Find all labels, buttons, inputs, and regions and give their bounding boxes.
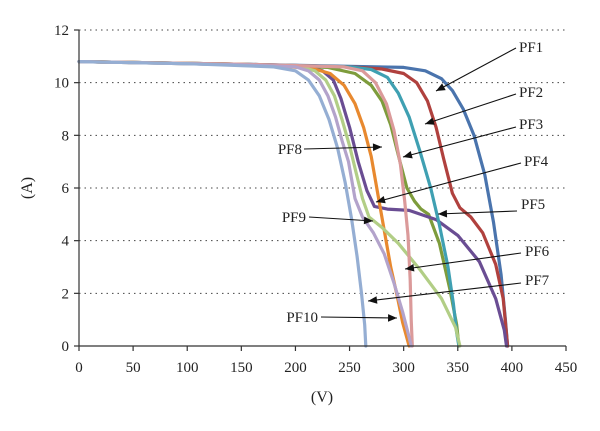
annotation-label-pf2: PF2 bbox=[519, 85, 543, 101]
x-tick-label: 400 bbox=[501, 360, 524, 376]
annotation-label-pf10: PF10 bbox=[286, 310, 318, 326]
annotation-label-pf8: PF8 bbox=[278, 142, 302, 158]
annotation-arrowhead-pf5 bbox=[438, 209, 448, 218]
annotation-arrow-pf9 bbox=[308, 216, 374, 222]
series-line-pf6 bbox=[77, 60, 411, 348]
y-axis-title: (A) bbox=[19, 177, 36, 199]
series-line-pf9 bbox=[77, 60, 413, 348]
annotation-arrowhead-pf9 bbox=[363, 216, 373, 225]
annotation-label-pf3: PF3 bbox=[519, 117, 543, 133]
annotation-arrowhead-pf1 bbox=[436, 83, 446, 91]
x-axis-title: (V) bbox=[311, 389, 333, 406]
annotation-label-pf9: PF9 bbox=[282, 210, 306, 226]
annotation-label-pf6: PF6 bbox=[525, 244, 550, 260]
annotation-arrow-pf7 bbox=[367, 282, 522, 302]
x-tick-label: 250 bbox=[338, 360, 361, 376]
annotation-arrow-pf3 bbox=[402, 126, 517, 158]
annotation-arrow-pf5 bbox=[437, 210, 518, 215]
annotation-label-pf7: PF7 bbox=[525, 273, 550, 289]
y-tick-label: 8 bbox=[62, 128, 70, 144]
annotation-arrow-pf8 bbox=[303, 146, 383, 150]
annotation-label-pf1: PF1 bbox=[519, 40, 543, 56]
y-tick-label: 10 bbox=[54, 76, 69, 92]
x-tick-label: 0 bbox=[75, 360, 83, 376]
y-tick-label: 12 bbox=[54, 23, 69, 39]
annotation-arrow-pf4 bbox=[375, 162, 522, 203]
x-tick-label: 350 bbox=[447, 360, 470, 376]
x-tick-label: 100 bbox=[176, 360, 199, 376]
series-line-pf10 bbox=[77, 60, 368, 348]
annotation-arrow-pf2 bbox=[424, 93, 517, 125]
annotation-arrow-pf1 bbox=[435, 47, 517, 92]
annotation-arrow-pf10 bbox=[320, 316, 398, 319]
x-tick-label: 50 bbox=[126, 360, 141, 376]
annotation-arrowhead-pf8 bbox=[372, 143, 382, 151]
x-tick-label: 150 bbox=[230, 360, 253, 376]
x-tick-label: 200 bbox=[284, 360, 307, 376]
curves bbox=[77, 60, 510, 348]
x-tick-label: 300 bbox=[392, 360, 415, 376]
annotation-label-pf4: PF4 bbox=[524, 154, 549, 170]
annotation-arrowhead-pf4 bbox=[376, 196, 386, 204]
annotation-label-pf5: PF5 bbox=[521, 197, 545, 213]
y-tick-label: 0 bbox=[62, 339, 70, 355]
series-line-pf8 bbox=[77, 60, 414, 348]
y-tick-label: 6 bbox=[62, 181, 70, 197]
axes: 0 2 4 6 8 10 12 0 50 100 150 200 250 300 350 400 450 bbox=[54, 23, 577, 376]
series-line-pf7 bbox=[77, 60, 462, 348]
annotation-arrowhead-pf7 bbox=[368, 296, 378, 304]
y-tick-label: 4 bbox=[62, 234, 70, 250]
annotation-arrowhead-pf2 bbox=[425, 117, 435, 125]
x-tick-label: 450 bbox=[555, 360, 578, 376]
annotation-arrowhead-pf6 bbox=[405, 264, 415, 272]
annotation-arrowhead-pf3 bbox=[403, 151, 413, 159]
annotation-arrowhead-pf10 bbox=[388, 314, 397, 322]
annotations: PF1 PF2 PF3 PF4 PF5 PF6 PF7 PF8 PF9 PF10 bbox=[278, 40, 550, 326]
series-line-pf3 bbox=[77, 60, 461, 348]
y-tick-label: 2 bbox=[62, 286, 70, 302]
series-line-pf5 bbox=[77, 60, 461, 348]
annotation-arrow-pf6 bbox=[404, 252, 522, 270]
